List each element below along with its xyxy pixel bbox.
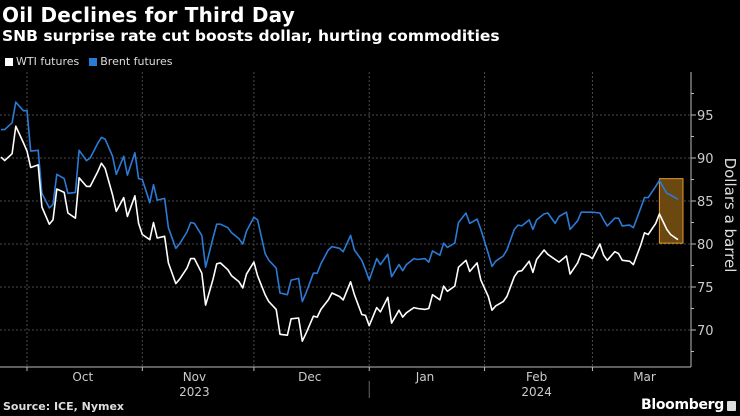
x-tick-label: Feb [526, 370, 547, 384]
x-year-label: 2023 [179, 385, 210, 399]
chart-title: Oil Declines for Third Day [2, 3, 295, 27]
legend-swatch-wti [5, 57, 13, 66]
y-tick-label: 85 [697, 195, 714, 210]
x-tick-label: Jan [415, 370, 435, 384]
y-tick-label: 95 [697, 109, 714, 124]
series-line-brent-futures [1, 101, 679, 303]
y-tick-label: 70 [697, 324, 714, 339]
legend-label-brent: Brent futures [100, 55, 173, 68]
y-tick-label: 75 [697, 281, 714, 296]
series-line-wti-futures [0, 125, 679, 343]
x-tick-label: Dec [298, 370, 321, 384]
chart-subtitle: SNB surprise rate cut boosts dollar, hur… [2, 27, 500, 45]
legend-swatch-brent [89, 57, 98, 66]
source-note: Source: ICE, Nymex [3, 400, 125, 413]
legend: WTI futures Brent futures [5, 55, 173, 68]
bloomberg-chart-icon [727, 401, 736, 411]
legend-label-wti: WTI futures [16, 55, 80, 68]
legend-item-wti: WTI futures [5, 55, 79, 68]
x-year-label: 2024 [521, 385, 552, 399]
y-tick-label: 80 [697, 238, 714, 253]
legend-item-brent: Brent futures [89, 55, 173, 68]
y-tick-label: 90 [697, 152, 714, 167]
y-axis-label: Dollars a barrel [721, 157, 739, 273]
highlight-box [658, 178, 684, 244]
x-tick-label: Nov [183, 370, 206, 384]
x-tick-label: Mar [633, 370, 656, 384]
bloomberg-logo: Bloomberg [640, 397, 724, 413]
x-tick-label: Oct [72, 370, 93, 384]
